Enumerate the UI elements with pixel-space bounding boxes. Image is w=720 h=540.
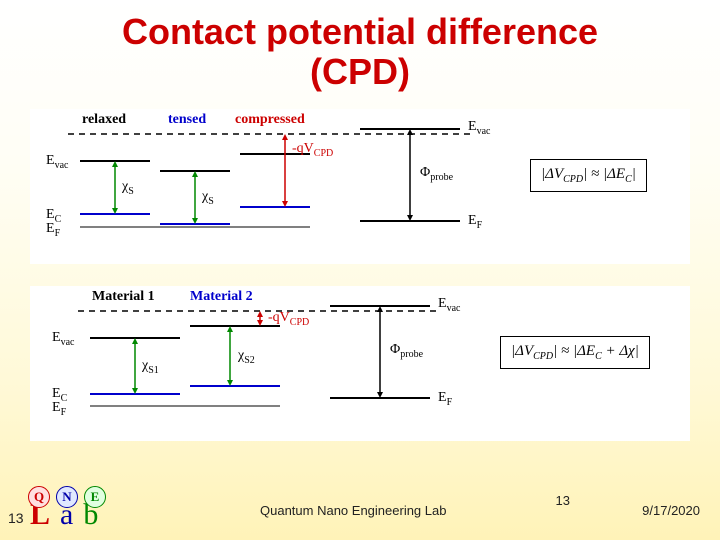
label-compressed: compressed [235, 112, 305, 128]
label-ef-right-2: EF [438, 390, 452, 408]
page-number-left: 13 [8, 510, 24, 526]
label-qvcpd-2: -qVCPD [268, 310, 309, 328]
equation-1: |ΔVCPD| ≈ |ΔEC| [530, 159, 647, 192]
label-evac-right-2: Evac [438, 296, 460, 314]
label-relaxed: relaxed [82, 112, 126, 128]
label-ef-right-1: EF [468, 213, 482, 231]
label-mat1: Material 1 [92, 289, 155, 305]
footer-date: 9/17/2020 [642, 503, 700, 518]
label-evac-left: Evac [46, 153, 68, 171]
diagram-area: relaxed tensed compressed Evac χS χS -qV… [30, 109, 690, 441]
label-phi-probe-2: Φprobe [390, 342, 423, 360]
energy-diagram-2: Material 1 Material 2 Evac χS1 χS2 -qVCP… [30, 286, 690, 441]
label-evac-left-2: Evac [52, 330, 74, 348]
label-tensed: tensed [168, 112, 206, 128]
label-ef-left: EF [46, 221, 60, 239]
label-phi-probe-1: Φprobe [420, 165, 453, 183]
footer-center-text: Quantum Nano Engineering Lab [260, 503, 446, 518]
label-ef-left-2: EF [52, 400, 66, 418]
label-evac-right-1: Evac [468, 119, 490, 137]
equation-2: |ΔVCPD| ≈ |ΔEC + Δχ| [500, 336, 650, 369]
label-chi-s2: χS2 [238, 348, 255, 366]
logo-bubble-e: E [84, 486, 106, 508]
title-line-2: (CPD) [310, 51, 410, 92]
label-chi-1: χS [122, 179, 134, 197]
label-qvcpd-1: -qVCPD [292, 141, 333, 159]
slide-title: Contact potential difference (CPD) [0, 0, 720, 91]
logo-bubble-q: Q [28, 486, 50, 508]
lab-logo: Q N E Lab [30, 498, 108, 532]
page-number-right: 13 [556, 493, 570, 508]
logo-bubble-n: N [56, 486, 78, 508]
energy-diagram-1: relaxed tensed compressed Evac χS χS -qV… [30, 109, 690, 264]
label-chi-s1: χS1 [142, 358, 159, 376]
title-line-1: Contact potential difference [122, 11, 598, 52]
footer: 13 Q N E Lab Quantum Nano Engineering La… [0, 482, 720, 532]
label-mat2: Material 2 [190, 289, 253, 305]
label-chi-2: χS [202, 189, 214, 207]
